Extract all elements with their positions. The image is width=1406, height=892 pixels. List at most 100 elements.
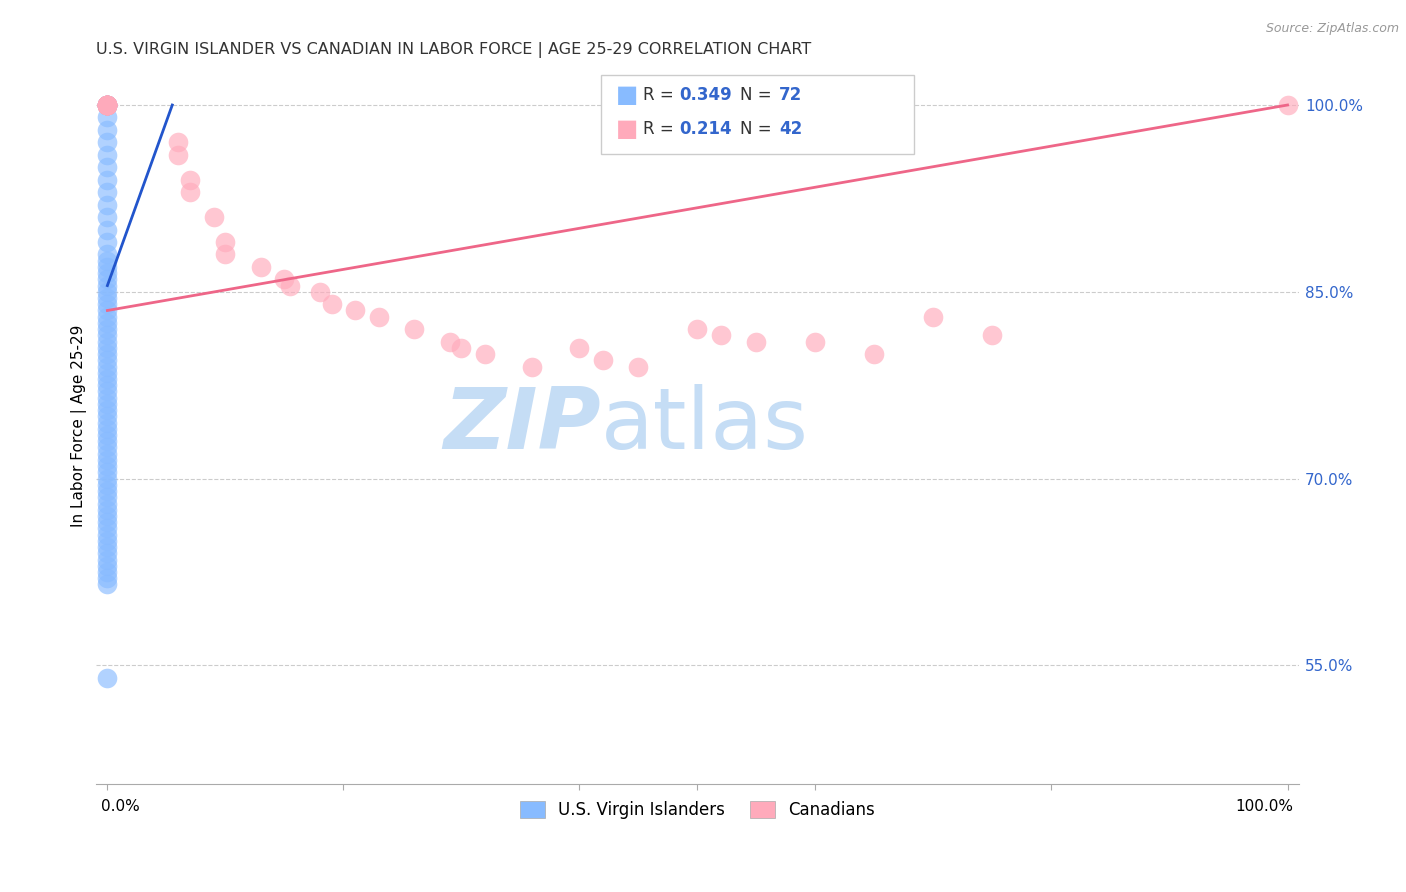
Point xyxy=(96,671,118,685)
Point xyxy=(96,409,118,424)
Point xyxy=(96,316,118,330)
Point xyxy=(96,98,118,112)
Text: 0.349: 0.349 xyxy=(679,86,733,103)
Text: N =: N = xyxy=(740,120,776,137)
Point xyxy=(96,98,118,112)
Point xyxy=(686,322,709,336)
Point xyxy=(96,98,118,112)
Text: 72: 72 xyxy=(779,86,803,103)
Point xyxy=(96,197,118,211)
Point xyxy=(96,378,118,392)
Point xyxy=(96,185,118,199)
Text: Source: ZipAtlas.com: Source: ZipAtlas.com xyxy=(1265,22,1399,36)
Point xyxy=(96,98,118,112)
Text: ■: ■ xyxy=(616,83,638,107)
Point xyxy=(179,185,201,199)
Point xyxy=(1277,98,1299,112)
Point xyxy=(96,496,118,510)
Point xyxy=(96,453,118,467)
Point xyxy=(96,98,118,112)
Point xyxy=(214,247,236,261)
Point xyxy=(96,466,118,480)
Point xyxy=(96,565,118,579)
Point xyxy=(179,172,201,186)
Point xyxy=(96,403,118,417)
Text: 42: 42 xyxy=(779,120,803,137)
Point xyxy=(96,98,118,112)
Point xyxy=(96,546,118,560)
Point xyxy=(96,266,118,280)
Point xyxy=(96,98,118,112)
Bar xyxy=(602,75,914,153)
Point xyxy=(96,111,118,125)
Point xyxy=(96,372,118,386)
Point xyxy=(308,285,330,299)
Point xyxy=(214,235,236,249)
Point xyxy=(344,303,367,318)
Text: ZIP: ZIP xyxy=(443,384,602,467)
Text: atlas: atlas xyxy=(602,384,808,467)
Point xyxy=(96,521,118,535)
Point xyxy=(96,491,118,505)
Point xyxy=(167,136,190,150)
Point xyxy=(96,272,118,286)
Point xyxy=(96,260,118,274)
Point xyxy=(96,533,118,548)
Point xyxy=(96,347,118,361)
Point xyxy=(96,515,118,529)
Point xyxy=(96,540,118,554)
Point xyxy=(96,478,118,492)
Point xyxy=(96,136,118,150)
Point xyxy=(96,366,118,380)
Point xyxy=(96,459,118,474)
Point xyxy=(450,341,472,355)
Point xyxy=(922,310,945,324)
Text: 100.0%: 100.0% xyxy=(1236,798,1294,814)
Point xyxy=(96,384,118,399)
Point xyxy=(96,416,118,430)
Point xyxy=(439,334,461,349)
Point xyxy=(96,148,118,162)
Point xyxy=(627,359,650,374)
Point xyxy=(96,123,118,137)
Point xyxy=(96,322,118,336)
Point xyxy=(96,303,118,318)
Point xyxy=(96,428,118,442)
Text: ■: ■ xyxy=(616,117,638,141)
Point xyxy=(96,291,118,305)
Point xyxy=(96,98,118,112)
Point xyxy=(96,98,118,112)
Point xyxy=(474,347,496,361)
Point xyxy=(167,148,190,162)
Point xyxy=(96,328,118,343)
Point xyxy=(96,161,118,175)
Point xyxy=(96,98,118,112)
Point xyxy=(96,397,118,411)
Legend: U.S. Virgin Islanders, Canadians: U.S. Virgin Islanders, Canadians xyxy=(513,794,882,825)
Text: 0.214: 0.214 xyxy=(679,120,733,137)
Text: R =: R = xyxy=(644,120,679,137)
Point xyxy=(96,172,118,186)
Text: U.S. VIRGIN ISLANDER VS CANADIAN IN LABOR FORCE | AGE 25-29 CORRELATION CHART: U.S. VIRGIN ISLANDER VS CANADIAN IN LABO… xyxy=(96,42,811,58)
Point xyxy=(96,98,118,112)
Point xyxy=(96,527,118,541)
Point xyxy=(96,472,118,486)
Text: R =: R = xyxy=(644,86,679,103)
Point xyxy=(96,577,118,591)
Point xyxy=(96,359,118,374)
Point xyxy=(96,422,118,436)
Point xyxy=(96,297,118,311)
Point xyxy=(863,347,886,361)
Point xyxy=(321,297,343,311)
Point xyxy=(96,253,118,268)
Point xyxy=(96,502,118,516)
Point xyxy=(981,328,1004,343)
Point xyxy=(96,98,118,112)
Point xyxy=(96,434,118,449)
Point xyxy=(96,558,118,573)
Point xyxy=(96,391,118,405)
Point xyxy=(273,272,295,286)
Point xyxy=(568,341,591,355)
Point xyxy=(96,285,118,299)
Point xyxy=(96,310,118,324)
